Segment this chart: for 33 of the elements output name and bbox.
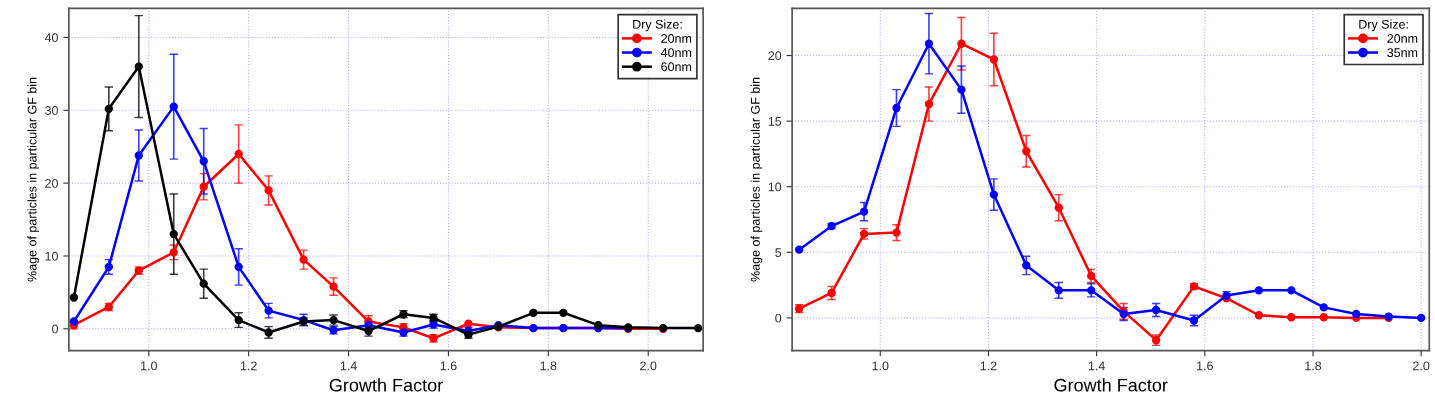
y-axis-title: %age of particles in particular GF bin — [27, 77, 40, 282]
legend-label: 60nm — [661, 62, 692, 72]
y-tick-label: 20 — [45, 178, 58, 188]
y-tick-label: 30 — [45, 106, 58, 115]
y-tick-label: 5 — [775, 248, 782, 257]
x-tick-label: 2.0 — [640, 361, 657, 371]
x-tick-label: 1.2 — [240, 361, 257, 371]
y-tick-label: 15 — [768, 117, 782, 126]
x-tick-label: 1.2 — [980, 361, 997, 371]
x-tick-label: 2.0 — [1413, 361, 1430, 371]
y-tick-label: 10 — [45, 251, 58, 261]
y-axis-title: %age of particles in particular GF bin — [750, 77, 763, 282]
y-tick-label: 10 — [768, 182, 782, 192]
legend-title: Dry Size: — [633, 19, 682, 32]
legend-label: 35nm — [1387, 48, 1418, 58]
y-tick-label: 40 — [44, 33, 58, 43]
x-tick-label: 1.0 — [872, 361, 889, 371]
x-tick-label: 1.4 — [340, 361, 357, 371]
y-tick-label: 20 — [768, 51, 782, 61]
legend-label: 20nm — [1387, 34, 1418, 43]
legend-title: Dry Size: — [1359, 19, 1408, 32]
legend-label: 20nm — [661, 34, 692, 43]
y-tick-label: 0 — [52, 324, 58, 334]
x-tick-label: 1.6 — [440, 361, 457, 371]
x-tick-label: 1.4 — [1088, 361, 1105, 371]
x-axis-title: Growth Factor — [1054, 378, 1168, 392]
x-tick-label: 1.6 — [1197, 361, 1213, 371]
x-tick-label: 1.0 — [141, 361, 157, 371]
x-tick-label: 1.8 — [540, 361, 557, 371]
y-tick-label: 0 — [775, 313, 782, 323]
x-axis-title: Growth Factor — [329, 378, 443, 392]
x-tick-label: 1.8 — [1305, 361, 1322, 371]
legend-label: 40nm — [660, 48, 692, 58]
